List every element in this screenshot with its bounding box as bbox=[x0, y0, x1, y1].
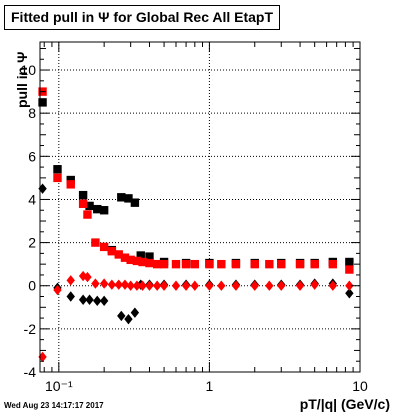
data-point-diamond bbox=[132, 280, 142, 291]
data-point-square bbox=[250, 259, 259, 269]
data-point-square bbox=[120, 253, 130, 262]
data-point-diamond bbox=[231, 280, 241, 291]
data-point-diamond bbox=[85, 294, 94, 305]
data-point-diamond bbox=[152, 280, 162, 291]
data-point-diamond bbox=[114, 279, 123, 290]
data-point-square bbox=[114, 250, 123, 259]
data-point-diamond bbox=[159, 280, 169, 291]
y-tick-label: 0 bbox=[28, 278, 36, 294]
data-point-square bbox=[217, 259, 226, 269]
data-point-square bbox=[66, 180, 75, 189]
data-point-diamond bbox=[99, 278, 109, 289]
data-point-diamond bbox=[345, 288, 354, 299]
data-point-square bbox=[99, 206, 109, 215]
data-point-square bbox=[205, 259, 214, 269]
data-point-diamond bbox=[345, 280, 354, 291]
y-tick-label: 4 bbox=[28, 191, 36, 207]
data-point-square bbox=[231, 259, 241, 269]
y-tick-label: -2 bbox=[24, 321, 37, 337]
data-point-square bbox=[85, 201, 94, 211]
data-point-square bbox=[136, 251, 145, 260]
data-point-diamond bbox=[66, 275, 75, 286]
data-point-diamond bbox=[126, 280, 135, 291]
data-point-square bbox=[277, 259, 286, 269]
data-point-square bbox=[265, 259, 274, 269]
data-point-diamond bbox=[277, 280, 286, 291]
data-point-diamond bbox=[265, 280, 274, 291]
data-point-square bbox=[159, 259, 169, 269]
data-point-square bbox=[152, 259, 162, 269]
data-point-square bbox=[124, 194, 133, 203]
data-point-diamond bbox=[295, 280, 305, 291]
data-point-square bbox=[66, 175, 75, 185]
data-point-square bbox=[328, 259, 338, 269]
datestamp: Wed Aug 23 14:17:17 2017 bbox=[4, 401, 104, 410]
data-point-square bbox=[83, 210, 92, 219]
data-point-square bbox=[145, 252, 154, 261]
data-point-diamond bbox=[99, 295, 109, 307]
data-point-diamond bbox=[145, 280, 154, 291]
data-point-diamond bbox=[217, 280, 226, 291]
data-point-diamond bbox=[117, 310, 126, 322]
y-tick-label: 10 bbox=[20, 62, 36, 78]
data-point-square bbox=[345, 257, 354, 267]
data-point-square bbox=[53, 165, 62, 174]
data-point-square bbox=[171, 259, 181, 269]
x-tick-label: 10 bbox=[352, 378, 368, 394]
x-tick-label: 10⁻¹ bbox=[45, 378, 73, 394]
y-tick-label: 2 bbox=[28, 235, 36, 251]
data-point-diamond bbox=[190, 280, 200, 291]
data-point-diamond bbox=[66, 291, 75, 302]
data-point-diamond bbox=[91, 278, 100, 289]
data-point-square bbox=[132, 256, 142, 266]
data-point-square bbox=[190, 259, 200, 269]
data-point-square bbox=[78, 199, 88, 208]
y-tick-label: 6 bbox=[28, 148, 36, 164]
data-point-diamond bbox=[328, 280, 338, 291]
data-point-square bbox=[181, 259, 191, 269]
data-point-square bbox=[145, 258, 154, 268]
data-point-diamond bbox=[205, 280, 214, 291]
plot-frame bbox=[39, 41, 361, 373]
data-point-square bbox=[93, 204, 102, 214]
data-point-square bbox=[310, 259, 319, 269]
data-point-diamond bbox=[181, 280, 191, 291]
y-axis-label: pull in Ψ bbox=[14, 51, 30, 108]
x-axis-label: pT/|q| (GeV/c) bbox=[299, 396, 390, 412]
y-tick-label: -4 bbox=[24, 364, 37, 380]
data-point-diamond bbox=[120, 279, 130, 290]
data-point-diamond bbox=[310, 279, 319, 290]
data-point-diamond bbox=[171, 280, 181, 291]
data-point-diamond bbox=[83, 271, 92, 283]
data-point-diamond bbox=[78, 294, 88, 305]
data-point-diamond bbox=[53, 284, 62, 296]
data-point-diamond bbox=[138, 280, 147, 291]
data-point-diamond bbox=[93, 295, 102, 307]
data-point-diamond bbox=[124, 313, 133, 325]
data-point-square bbox=[345, 265, 354, 274]
data-point-square bbox=[91, 238, 100, 247]
data-point-square bbox=[295, 259, 305, 269]
data-point-square bbox=[130, 198, 140, 207]
data-point-square bbox=[99, 242, 109, 252]
chart-title: Fitted pull in Ψ for Global Rec All Etap… bbox=[4, 5, 281, 30]
data-point-square bbox=[78, 190, 88, 200]
data-point-square bbox=[138, 257, 147, 267]
data-point-square bbox=[126, 255, 135, 265]
data-point-square bbox=[53, 173, 62, 183]
data-point-diamond bbox=[130, 307, 140, 318]
data-point-square bbox=[117, 193, 126, 202]
data-point-diamond bbox=[250, 280, 259, 291]
y-tick-label: 8 bbox=[28, 105, 36, 121]
data-point-diamond bbox=[107, 279, 117, 290]
x-tick-label: 1 bbox=[206, 378, 214, 394]
data-point-square bbox=[107, 247, 117, 256]
